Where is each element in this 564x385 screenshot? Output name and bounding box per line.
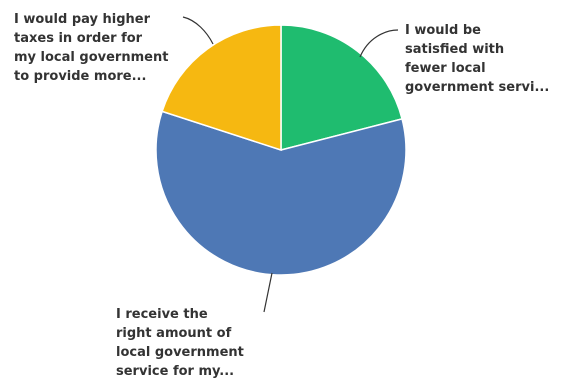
pie-slice-3 — [161, 24, 282, 152]
slice-label-line: local government — [116, 345, 244, 360]
slice-label-line: satisfied with — [405, 42, 504, 57]
slice-label-line: right amount of — [116, 326, 232, 341]
slice-label-line: I would pay higher — [14, 12, 151, 27]
pie-slice-1 — [280, 24, 403, 151]
slice-label-line: government servi... — [405, 80, 549, 95]
slice-label-line: I receive the — [116, 307, 208, 322]
pie-slices — [155, 24, 407, 276]
leader-line-1 — [359, 29, 399, 58]
leader-line-3 — [182, 16, 214, 45]
slice-label-line: to provide more... — [14, 69, 146, 84]
slice-label-2: I receive the right amount of local govern… — [116, 307, 244, 379]
slice-labels: I would be satisfied with fewer local gover… — [14, 12, 549, 379]
leader-lines — [182, 16, 399, 313]
pie-slice-2 — [155, 110, 407, 276]
slice-label-line: I would be — [405, 23, 481, 38]
slice-label-line: service for my... — [116, 364, 234, 379]
slice-label-line: fewer local — [405, 61, 486, 76]
leader-line-2 — [263, 272, 273, 313]
slice-label-line: my local government — [14, 50, 168, 65]
slice-label-1: I would be satisfied with fewer local gover… — [405, 23, 549, 95]
slice-label-3: I would pay higher taxes in order for my l… — [14, 12, 168, 84]
slice-label-line: taxes in order for — [14, 31, 143, 46]
